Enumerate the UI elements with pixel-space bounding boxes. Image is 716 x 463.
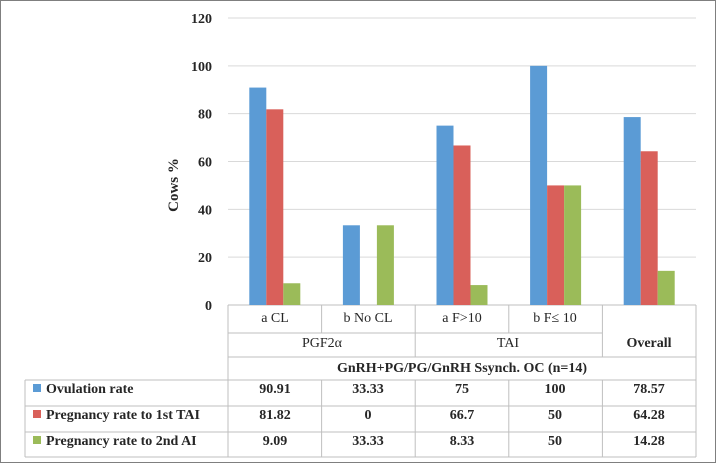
table-cell-1-4: 64.28 xyxy=(633,408,665,423)
category-label-0: a CL xyxy=(261,311,289,326)
y-tick-20: 20 xyxy=(198,251,212,266)
table-row-pregnancy-2nd: Pregnancy rate to 2nd AI 9.09 33.33 8.33… xyxy=(33,434,665,449)
table-cell-2-0: 9.09 xyxy=(263,434,288,449)
group-label-pgf2a: PGF2α xyxy=(302,336,343,351)
group-label-overall: Overall xyxy=(626,336,671,351)
table-cell-0-1: 33.33 xyxy=(352,382,384,397)
bar-s2-c1 xyxy=(376,225,394,305)
table-cell-2-2: 8.33 xyxy=(450,434,475,449)
legend-swatch-ovulation xyxy=(33,384,41,392)
table-cell-1-0: 81.82 xyxy=(259,408,291,423)
y-tick-100: 100 xyxy=(191,60,212,75)
bar-s2-c4 xyxy=(657,270,675,305)
table-cell-0-3: 100 xyxy=(545,382,566,397)
category-label-1: b No CL xyxy=(344,311,393,326)
y-tick-60: 60 xyxy=(198,156,212,171)
bar-s0-c2 xyxy=(436,125,454,305)
y-tick-40: 40 xyxy=(198,203,212,218)
bar-s1-c3 xyxy=(547,185,565,305)
table-cell-1-1: 0 xyxy=(365,408,372,423)
data-table: Ovulation rate 90.91 33.33 75 100 78.57 … xyxy=(33,382,665,449)
bar-s1-c0 xyxy=(266,109,284,305)
y-axis-label: Cows % xyxy=(166,158,182,212)
bar-s2-c2 xyxy=(470,285,488,305)
table-cell-2-4: 14.28 xyxy=(633,434,665,449)
table-lines xyxy=(24,304,697,458)
table-cell-2-1: 33.33 xyxy=(352,434,384,449)
y-tick-80: 80 xyxy=(198,108,212,123)
table-row-pregnancy-1st: Pregnancy rate to 1st TAI 81.82 0 66.7 5… xyxy=(33,408,665,423)
bar-s2-c0 xyxy=(283,283,301,305)
category-labels: a CL b No CL a F>10 b F≤ 10 xyxy=(261,311,577,326)
bar-s0-c3 xyxy=(530,65,548,305)
y-tick-0: 0 xyxy=(205,299,212,314)
table-cell-2-3: 50 xyxy=(548,434,562,449)
legend-label-pregnancy-2nd: Pregnancy rate to 2nd AI xyxy=(46,434,197,449)
legend-swatch-pregnancy-2nd xyxy=(33,436,41,444)
bar-s0-c0 xyxy=(249,87,267,306)
bars xyxy=(249,65,675,306)
legend-label-pregnancy-1st: Pregnancy rate to 1st TAI xyxy=(46,408,200,423)
category-label-2: a F>10 xyxy=(442,311,481,326)
category-label-3: b F≤ 10 xyxy=(533,311,576,326)
legend-swatch-pregnancy-1st xyxy=(33,410,41,418)
bar-s1-c4 xyxy=(640,151,658,305)
table-row-ovulation: Ovulation rate 90.91 33.33 75 100 78.57 xyxy=(33,382,665,397)
table-cell-1-2: 66.7 xyxy=(450,408,475,423)
bar-s1-c2 xyxy=(453,145,471,305)
group-labels: PGF2α TAI Overall xyxy=(302,336,672,351)
bar-s0-c1 xyxy=(342,225,360,305)
table-cell-0-2: 75 xyxy=(455,382,469,397)
protocol-label: GnRH+PG/PG/GnRH Ssynch. OC (n=14) xyxy=(337,361,587,376)
table-cell-0-0: 90.91 xyxy=(259,382,291,397)
legend-label-ovulation: Ovulation rate xyxy=(46,382,134,397)
y-tick-labels: 0 20 40 60 80 100 120 xyxy=(191,12,212,314)
group-label-tai: TAI xyxy=(497,336,520,351)
table-cell-1-3: 50 xyxy=(548,408,562,423)
bar-s0-c4 xyxy=(623,117,641,305)
table-cell-0-4: 78.57 xyxy=(633,382,665,397)
y-tick-120: 120 xyxy=(191,12,212,27)
bar-s2-c3 xyxy=(564,185,582,305)
